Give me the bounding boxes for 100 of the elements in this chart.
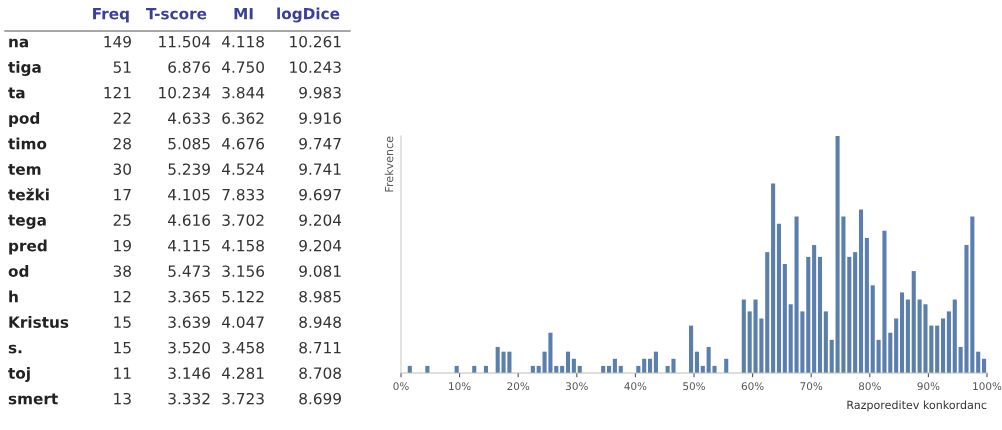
text: 28	[113, 137, 131, 150]
text: 121	[104, 86, 131, 99]
text: 13	[114, 392, 131, 405]
text: 3.146	[168, 367, 211, 379]
bar	[689, 325, 694, 373]
text: 4.158	[222, 239, 264, 252]
bar	[870, 285, 875, 373]
text: 5.473	[168, 265, 210, 277]
x-tick-label: 100%	[973, 382, 1002, 391]
bar	[765, 252, 770, 373]
text: pod	[9, 112, 40, 127]
text: 11.504	[159, 35, 211, 48]
bar	[858, 209, 864, 373]
bar	[648, 358, 653, 373]
bar	[935, 325, 940, 373]
text: logDice	[277, 7, 340, 23]
text: tiga	[8, 61, 41, 76]
bar	[946, 311, 951, 373]
text: 9.697	[299, 188, 341, 201]
x-tick-label: 70%	[800, 382, 823, 391]
text: 9.747	[299, 137, 341, 150]
text: 4.047	[222, 316, 264, 328]
x-axis-title: Razporeditev konkordanc	[847, 400, 987, 412]
text: 6.876	[168, 61, 211, 73]
text: 10.243	[290, 61, 341, 73]
bar	[847, 256, 852, 373]
text: na	[9, 38, 28, 48]
x-tick-label: 50%	[683, 382, 705, 391]
text: 3.365	[168, 290, 210, 303]
text: 5.239	[168, 163, 210, 175]
text: 3.520	[168, 341, 210, 354]
x-tick-label: 10%	[449, 382, 471, 391]
text: 4.118	[222, 35, 264, 48]
text: tem	[8, 163, 41, 175]
bar	[653, 351, 658, 373]
bar	[565, 351, 571, 373]
bar	[894, 318, 899, 373]
text: 4.750	[222, 61, 264, 73]
text: 3.639	[168, 316, 210, 328]
text: 8.699	[299, 392, 341, 405]
x-tick-label: 90%	[917, 382, 940, 391]
x-tick-label: 30%	[566, 382, 588, 391]
text: 9.204	[299, 214, 342, 226]
bar	[724, 358, 729, 373]
bar	[976, 351, 981, 373]
bar	[812, 245, 817, 373]
text: 3.723	[222, 392, 264, 405]
bar	[952, 299, 957, 373]
text: 10.261	[290, 35, 341, 48]
text: 38	[113, 265, 131, 277]
text: s.	[8, 344, 22, 354]
text: h	[9, 290, 18, 303]
text: 3.332	[168, 392, 210, 405]
text: T-score	[146, 8, 207, 20]
bar	[823, 311, 828, 373]
text: 15	[114, 342, 131, 354]
text: 30	[113, 163, 131, 175]
bar	[941, 318, 946, 373]
text: MI	[234, 8, 253, 20]
bar	[853, 252, 858, 373]
text: 4.633	[168, 112, 210, 124]
text: 4.524	[222, 163, 265, 175]
text: 5.085	[168, 137, 210, 150]
text: 4.616	[168, 214, 211, 226]
bar	[771, 183, 776, 373]
text: timo	[8, 137, 47, 150]
bar	[982, 358, 987, 373]
text: 8.985	[299, 290, 341, 303]
text: 9.741	[299, 163, 341, 175]
text: 4.115	[168, 240, 210, 252]
text: 5.122	[222, 290, 264, 303]
text: 12	[114, 290, 131, 303]
x-tick-label: 0%	[393, 382, 409, 391]
x-tick-label: 60%	[741, 382, 764, 391]
bar	[776, 223, 782, 373]
text: 9.916	[299, 112, 342, 124]
text: 149	[104, 35, 131, 48]
x-tick-label: 40%	[624, 382, 647, 391]
text: 6.362	[222, 112, 264, 124]
bar	[911, 271, 916, 373]
bar	[694, 351, 699, 373]
text: 8.711	[299, 341, 341, 354]
text: težki	[8, 188, 49, 201]
text: 11	[114, 367, 131, 379]
text: 7.833	[222, 188, 264, 201]
bar	[612, 358, 617, 373]
y-axis-title: Frekvence	[384, 136, 394, 192]
text: 19	[114, 239, 131, 252]
text: pred	[9, 239, 47, 255]
text: 8.708	[299, 367, 341, 379]
text: 4.281	[222, 367, 264, 379]
text: Freq	[93, 8, 129, 23]
text: 4.105	[168, 188, 210, 201]
x-tick-label: 20%	[507, 382, 530, 391]
text: 3.458	[222, 341, 264, 354]
x-tick-label: 80%	[858, 382, 881, 391]
text: 17	[114, 189, 131, 201]
text: smert	[8, 393, 58, 405]
bar	[806, 256, 811, 373]
bar	[829, 339, 834, 373]
